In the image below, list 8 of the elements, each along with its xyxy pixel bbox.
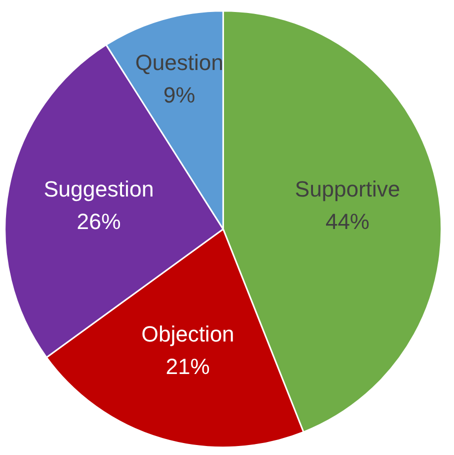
data-label: 26% [76,209,121,234]
slice-label: Supportive [294,176,400,202]
data-label: 21% [166,354,210,380]
data-label: 44% [325,209,370,234]
slice-label: Objection [141,322,234,347]
slice-label: Suggestion [44,176,154,202]
slice-label: Question [135,50,224,75]
data-label: 9% [163,82,196,108]
